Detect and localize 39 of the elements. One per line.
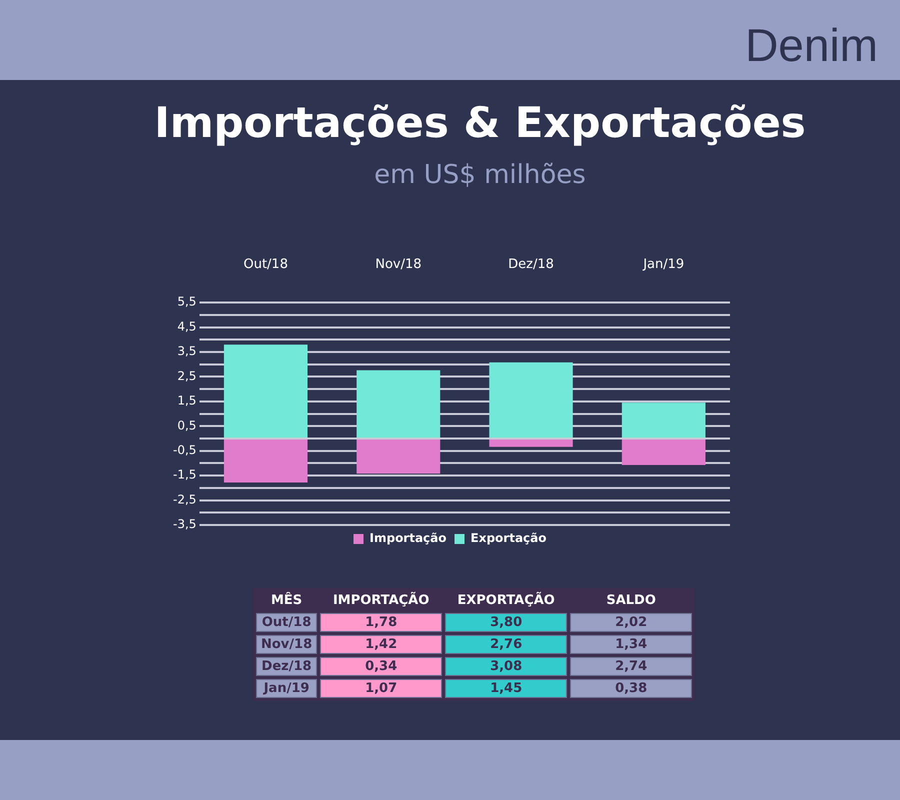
data-label: 1,78 [320, 613, 442, 632]
data-label: 2,76 [445, 635, 568, 654]
data-label: 2,74 [570, 657, 692, 676]
y-tick-label: -2,5 [172, 492, 196, 506]
series-label: SALDO [605, 592, 657, 610]
x-tick-label: Out/18 [243, 257, 288, 272]
y-tick-label: 3,5 [177, 344, 196, 358]
data-label: 1,34 [570, 635, 692, 654]
category-label: Out/18 [256, 613, 318, 632]
data-label: 2,02 [570, 613, 692, 632]
y-tick-label: -3,5 [172, 517, 196, 532]
y-tick-label: 5,5 [177, 294, 196, 309]
category-label: Jan/19 [256, 679, 318, 698]
chart-subtitle: em US$ milhões [373, 160, 587, 190]
y-tick-label: 2,5 [177, 368, 196, 383]
data-label: 1,07 [320, 679, 442, 698]
series-label: EXPORTAÇÃO [456, 591, 556, 610]
y-tick-label: 4,5 [177, 319, 196, 334]
x-tick-label: Dez/18 [508, 257, 554, 272]
text: Denim [745, 18, 878, 72]
data-label: 0,34 [320, 657, 442, 676]
data-label: 1,42 [320, 635, 442, 654]
y-tick-label: 0,5 [177, 418, 196, 432]
data-label: 0,38 [570, 679, 692, 698]
legend-label: Exportação [470, 531, 546, 546]
text: MÊS [270, 591, 304, 610]
category-label: Nov/18 [256, 635, 318, 654]
y-tick-label: 1,5 [177, 394, 196, 408]
series-label: IMPORTAÇÃO [332, 591, 430, 610]
legend-label: Importação [370, 531, 447, 546]
data-label: 3,08 [445, 657, 568, 676]
y-tick-label: -1,5 [172, 468, 196, 482]
x-tick-label: Nov/18 [375, 257, 422, 272]
data-label: 3,80 [445, 613, 568, 632]
x-tick-label: Jan/19 [642, 257, 684, 272]
category-label: Dez/18 [256, 657, 318, 676]
data-label: 1,45 [445, 679, 568, 698]
chart-title: Importações & Exportações [153, 98, 807, 147]
y-tick-label: -0,5 [172, 442, 196, 457]
